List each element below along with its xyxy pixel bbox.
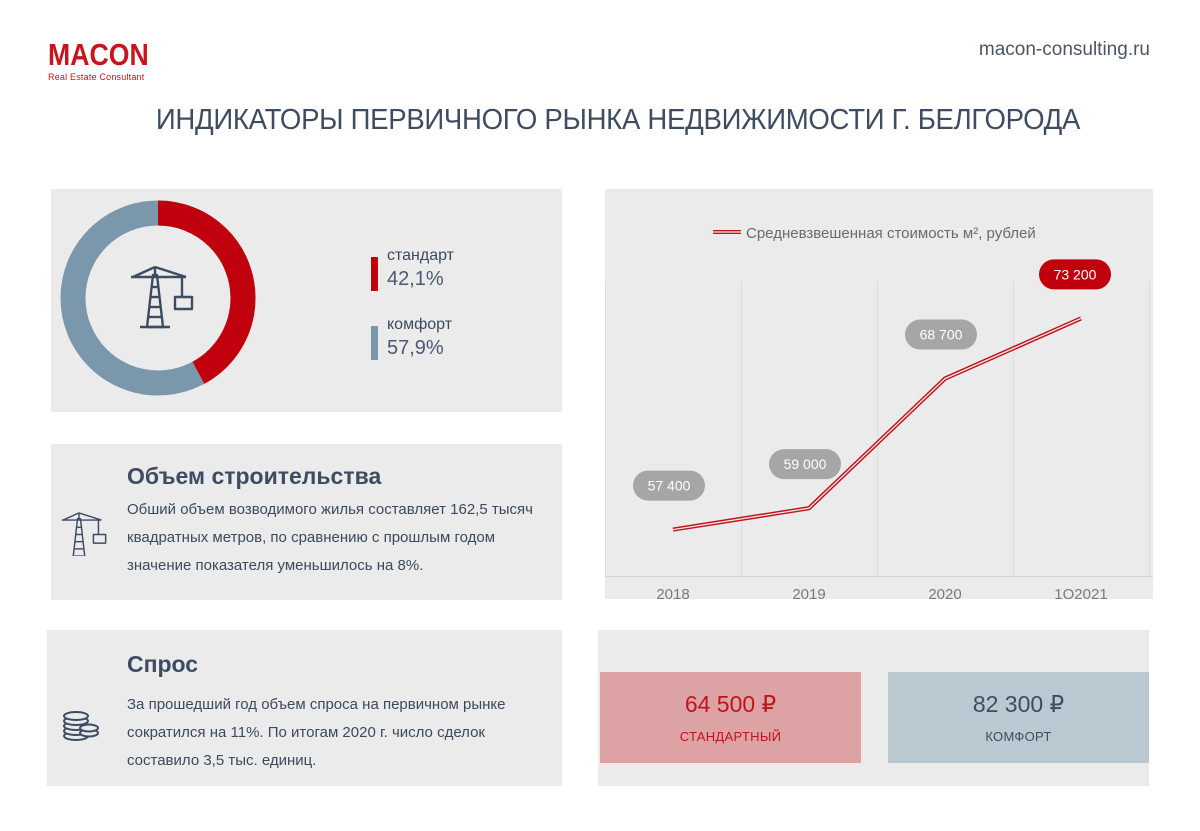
demand-title: Спрос: [127, 651, 199, 677]
site-link[interactable]: macon-consulting.ru: [978, 39, 1150, 60]
data-label-bg: [633, 470, 705, 501]
chart-legend-label: Средневзвешенная стоимость м², рублей: [746, 225, 1036, 242]
demand-text-line: За прошедший год объем спроса на первичн…: [127, 696, 506, 713]
data-label: 57 400: [648, 478, 691, 494]
data-label: 73 200: [1054, 266, 1097, 282]
segment-donut-panel: стандарт 42,1% комфорт 57,9%: [51, 189, 562, 412]
price-comfort-card: 82 300 ₽ КОМФОРТ: [888, 672, 1149, 763]
construction-text-line: значение показателя уменьшилось на 8%.: [127, 557, 424, 574]
demand-text: За прошедший год объем спроса на первичн…: [127, 691, 506, 775]
price-chart-panel: Средневзвешенная стоимость м², рублей 57…: [605, 189, 1153, 599]
construction-text-line: Обший объем возводимого жилья составляет…: [127, 501, 533, 518]
prices-panel: 64 500 ₽ СТАНДАРТНЫЙ 82 300 ₽ КОМФОРТ: [598, 630, 1149, 786]
legend-standard-label: стандарт: [387, 247, 454, 264]
legend-comfort-value: 57,9%: [387, 337, 444, 359]
donut-slice-standard: [60, 200, 256, 396]
logo: MACON Real Estate Consultant: [48, 37, 165, 82]
price-standard-card: 64 500 ₽ СТАНДАРТНЫЙ: [600, 672, 861, 763]
data-label: 68 700: [920, 327, 963, 343]
data-label-bg: [905, 319, 977, 350]
chart-legend: Средневзвешенная стоимость м², рублей: [713, 225, 1036, 242]
donut-chart: [60, 200, 256, 396]
demand-panel: Спрос За прошедший год объем спроса на п…: [47, 630, 562, 786]
price-standard-label: СТАНДАРТНЫЙ: [679, 729, 782, 744]
coins-icon: [63, 711, 99, 741]
construction-title: Объем строительства: [127, 463, 382, 489]
crane-icon: [131, 265, 194, 329]
demand-text-line: сократился на 11%. По итогам 2020 г. чис…: [127, 724, 485, 741]
price-standard-value: 64 500 ₽: [684, 691, 777, 717]
data-label-bg: [1039, 259, 1111, 290]
x-tick-label: 2020: [928, 586, 961, 599]
construction-text: Обший объем возводимого жилья составляет…: [127, 496, 533, 580]
page-title: ИНДИКАТОРЫ ПЕРВИЧНОГО РЫНКА НЕДВИЖИМОСТИ…: [155, 104, 1081, 136]
data-label-bg: [769, 449, 841, 480]
legend-standard-swatch: [371, 257, 378, 291]
crane-icon: [61, 512, 107, 556]
legend-comfort-label: комфорт: [387, 316, 453, 333]
legend-standard-value: 42,1%: [387, 268, 444, 290]
x-tick-label: 2018: [656, 586, 689, 599]
price-comfort-label: КОМФОРТ: [985, 729, 1052, 744]
construction-panel: Объем строительства Обший объем возводим…: [51, 444, 562, 600]
logo-text: MACON: [48, 37, 149, 72]
legend-comfort-swatch: [371, 326, 378, 360]
construction-text-line: квадратных метров, по сравнению с прошлы…: [127, 529, 496, 546]
logo-subtitle: Real Estate Consultant: [48, 72, 145, 82]
x-tick-label: 2019: [792, 586, 825, 599]
data-label: 59 000: [784, 456, 827, 472]
x-tick-label: 1Q2021: [1054, 586, 1107, 599]
price-line-chart: Средневзвешенная стоимость м², рублей 57…: [605, 225, 1153, 599]
series-line-inner: [672, 317, 1082, 531]
demand-text-line: составило 3,5 тыс. единиц.: [127, 752, 317, 769]
price-comfort-value: 82 300 ₽: [972, 691, 1065, 717]
